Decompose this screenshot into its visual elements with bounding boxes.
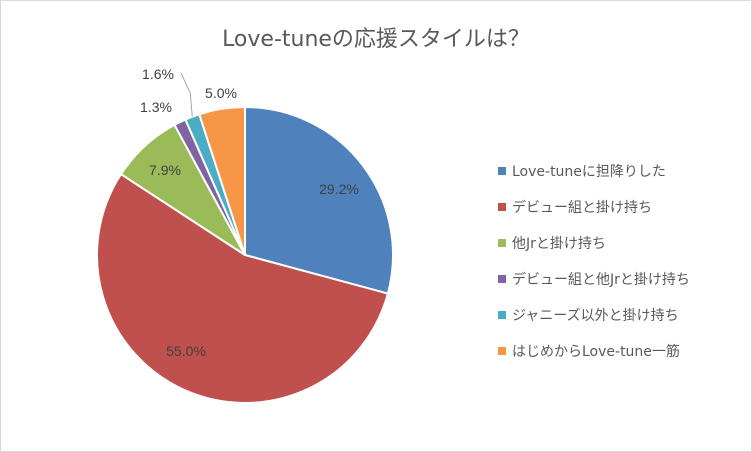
pie-slice-1 xyxy=(244,105,394,295)
legend-swatch xyxy=(498,167,506,175)
pie-slice-6 xyxy=(198,105,246,256)
data-label-6: 5.0% xyxy=(205,85,237,101)
data-label-4: 1.3% xyxy=(140,99,172,115)
legend-label: デビュー組と他Jrと掛け持ち xyxy=(512,272,690,288)
legend-label: はじめからLove-tune一筋 xyxy=(512,344,680,360)
pie-slice-2 xyxy=(96,172,390,404)
legend-swatch xyxy=(498,275,506,283)
legend-item-1: Love-tuneに担降りした xyxy=(498,153,748,189)
data-label-3: 7.9% xyxy=(149,162,181,178)
legend-swatch xyxy=(498,239,506,247)
legend-label: デビュー組と掛け持ち xyxy=(512,200,652,216)
legend-swatch xyxy=(498,347,506,355)
legend-item-5: ジャニーズ以外と掛け持ち xyxy=(498,297,748,333)
legend-label: 他Jrと掛け持ち xyxy=(512,236,606,252)
chart-title: Love-tuneの応援スタイルは？ xyxy=(222,27,530,52)
legend-label: ジャニーズ以外と掛け持ち xyxy=(512,308,679,324)
data-label-2: 55.0% xyxy=(166,343,206,359)
legend-swatch xyxy=(498,311,506,319)
leader-line xyxy=(180,72,193,117)
data-label-1: 29.2% xyxy=(319,181,359,197)
legend-item-4: デビュー組と他Jrと掛け持ち xyxy=(498,261,748,297)
data-label-5: 1.6% xyxy=(142,66,174,82)
legend-item-6: はじめからLove-tune一筋 xyxy=(498,333,748,369)
legend-swatch xyxy=(498,203,506,211)
legend: Love-tuneに担降りした デビュー組と掛け持ち 他Jrと掛け持ちデビュー組と他… xyxy=(498,153,748,369)
legend-label: Love-tuneに担降りした xyxy=(512,164,666,180)
legend-item-3: 他Jrと掛け持ち xyxy=(498,225,748,261)
legend-item-2: デビュー組と掛け持ち xyxy=(498,189,748,225)
